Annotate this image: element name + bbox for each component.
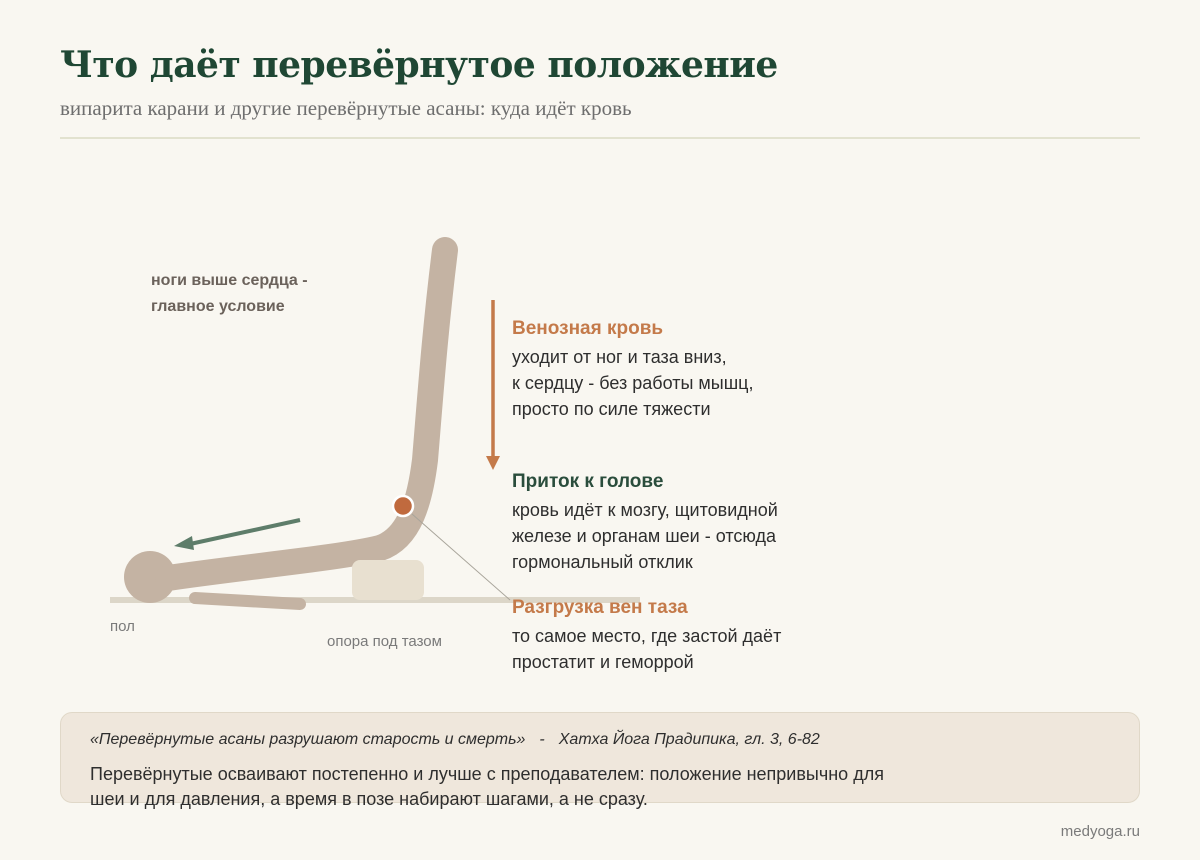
pelvic-veins-text: то самое место, где застой даёт простати… xyxy=(512,626,782,672)
venous-blood-heading: Венозная кровь xyxy=(512,318,664,339)
footer-site: medyoga.ru xyxy=(1060,823,1140,840)
page-title: Что даёт перевёрнутое положение xyxy=(60,44,778,86)
arm-shape xyxy=(189,592,306,610)
page-subtitle: випарита карани и другие перевёрнутые ас… xyxy=(60,96,632,120)
pointer-line xyxy=(411,513,511,601)
legs-label: ноги выше сердца - главное условие xyxy=(151,268,308,320)
pelvic-veins-block: Разгрузка вен таза то самое место, где з… xyxy=(512,595,781,675)
quote-text: «Перевёрнутые асаны разрушают старость и… xyxy=(90,731,526,748)
head-arrow-shaft xyxy=(189,518,301,546)
quote-line: «Перевёрнутые асаны разрушают старость и… xyxy=(90,731,820,749)
head-arrow-icon xyxy=(174,536,194,550)
quote-box xyxy=(60,712,1140,803)
legs-label-line-1: ноги выше сердца - xyxy=(151,272,308,289)
quote-dash: - xyxy=(539,731,545,748)
blood-arrow-icon xyxy=(486,456,500,470)
head-inflow-block: Приток к голове кровь идёт к мозгу, щито… xyxy=(512,469,778,575)
head-inflow-text: кровь идёт к мозгу, щитовидной железе и … xyxy=(512,500,778,572)
pelvis-marker xyxy=(391,494,415,518)
pelvic-veins-heading: Разгрузка вен таза xyxy=(512,597,688,618)
legs-label-line-2: главное условие xyxy=(151,298,285,315)
pelvis-support xyxy=(352,560,424,600)
floor-label: пол xyxy=(110,618,135,635)
pose-figure xyxy=(110,237,640,610)
header-divider xyxy=(60,137,1140,139)
support-label: опора под тазом xyxy=(327,633,442,650)
venous-blood-block: Венозная кровь уходит от ног и таза вниз… xyxy=(512,316,753,422)
quote-source: Хатха Йога Прадипика, гл. 3, 6-82 xyxy=(558,731,820,748)
quote-body: Перевёрнутые осваивают постепенно и лучш… xyxy=(90,764,884,809)
body-shape xyxy=(155,237,458,591)
venous-blood-text: уходит от ног и таза вниз, к сердцу - бе… xyxy=(512,347,754,419)
head-inflow-heading: Приток к голове xyxy=(512,471,664,492)
